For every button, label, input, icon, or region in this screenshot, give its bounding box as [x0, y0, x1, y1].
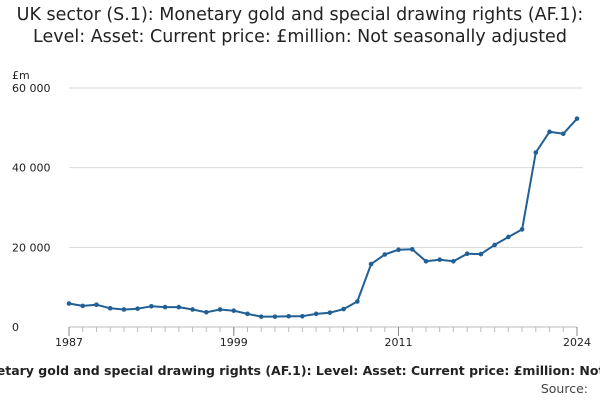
- data-point: [478, 251, 484, 257]
- data-point: [107, 305, 113, 311]
- data-point: [327, 310, 333, 315]
- data-point: [313, 311, 319, 317]
- data-point: [245, 311, 250, 317]
- y-tick-label: 60 000: [12, 82, 51, 95]
- data-point: [506, 234, 511, 240]
- data-point: [464, 251, 470, 257]
- data-point: [272, 314, 278, 319]
- data-point: [382, 252, 388, 257]
- data-point: [355, 299, 360, 304]
- data-point: [547, 129, 552, 135]
- y-tick-label: 0: [12, 321, 19, 334]
- data-point: [560, 131, 566, 137]
- y-tick-label: 20 000: [12, 241, 51, 254]
- data-point: [519, 227, 525, 232]
- data-point: [66, 301, 72, 306]
- x-tick-label: 1987: [55, 336, 83, 349]
- data-point: [203, 309, 209, 315]
- data-point: [286, 313, 291, 319]
- x-tick-label: 2024: [563, 336, 591, 349]
- data-point: [231, 308, 237, 313]
- data-point: [190, 307, 195, 312]
- data-point: [574, 116, 580, 121]
- footer-source-label: Source:: [540, 381, 588, 396]
- data-point: [409, 247, 415, 252]
- gridlines: [69, 87, 583, 248]
- footer-series-label: UK sector (S.1): Monetary gold and speci…: [0, 363, 600, 381]
- data-point: [341, 306, 346, 312]
- data-point: [217, 307, 223, 312]
- data-point: [451, 258, 456, 264]
- y-tick-label: 40 000: [12, 162, 51, 175]
- data-point: [121, 307, 127, 312]
- footer-series-text: UK sector (S.1): Monetary gold and speci…: [0, 363, 600, 378]
- data-point: [396, 247, 401, 253]
- series-line: [68, 117, 578, 318]
- data-point: [149, 303, 154, 309]
- x-tick-label: 1999: [220, 336, 248, 349]
- chart-title: UK sector (S.1): Monetary gold and speci…: [16, 5, 584, 47]
- data-point: [492, 242, 497, 248]
- x-tick-label: 2011: [385, 336, 413, 349]
- data-point: [80, 303, 86, 309]
- y-axis-unit-label: £m: [12, 69, 30, 82]
- data-point: [533, 150, 539, 155]
- data-point: [135, 306, 140, 311]
- data-point: [368, 261, 374, 267]
- data-point: [300, 313, 305, 319]
- data-point: [162, 304, 168, 310]
- data-point: [176, 304, 182, 310]
- data-point: [258, 314, 264, 319]
- data-point: [94, 302, 99, 307]
- axes: £m 0 20 000 40 000 60 000 1987 1999 2011 2024: [12, 69, 591, 349]
- data-point: [423, 258, 429, 264]
- data-series: [66, 116, 580, 319]
- data-point: [437, 257, 443, 262]
